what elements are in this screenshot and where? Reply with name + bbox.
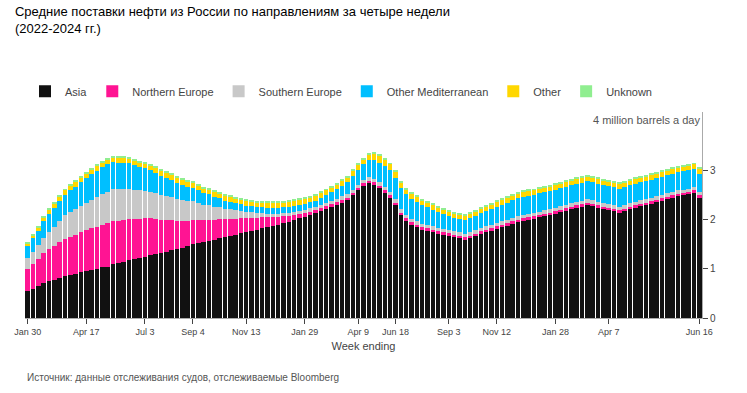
svg-text:Источник: данные отслеживания: Источник: данные отслеживания судов, отс… <box>27 372 339 383</box>
svg-text:2: 2 <box>710 214 716 225</box>
svg-text:3: 3 <box>710 165 716 176</box>
svg-text:Jan 30: Jan 30 <box>14 327 41 337</box>
svg-text:Apr 17: Apr 17 <box>73 327 100 337</box>
svg-text:1: 1 <box>710 263 716 274</box>
svg-text:Jan 29: Jan 29 <box>291 327 318 337</box>
svg-text:Средние поставки нефти из Росс: Средние поставки нефти из России по напр… <box>15 4 450 36</box>
svg-text:Jun 18: Jun 18 <box>382 327 409 337</box>
svg-text:Sep 4: Sep 4 <box>181 327 205 337</box>
svg-text:Nov 13: Nov 13 <box>232 327 261 337</box>
svg-text:0: 0 <box>710 313 716 324</box>
svg-text:Jul 3: Jul 3 <box>135 327 154 337</box>
svg-text:Southern Europe: Southern Europe <box>259 86 342 98</box>
svg-text:Other Mediterranean: Other Mediterranean <box>387 86 489 98</box>
svg-text:Unknown: Unknown <box>606 86 652 98</box>
svg-text:Apr 9: Apr 9 <box>347 327 369 337</box>
svg-text:Jan 28: Jan 28 <box>542 327 569 337</box>
svg-text:Week ending: Week ending <box>331 340 395 352</box>
svg-text:Asia: Asia <box>65 86 87 98</box>
svg-text:Sep 3: Sep 3 <box>437 327 461 337</box>
svg-text:Jun 16: Jun 16 <box>686 327 713 337</box>
svg-text:4 million barrels a day: 4 million barrels a day <box>593 114 700 126</box>
svg-text:Apr 7: Apr 7 <box>598 327 620 337</box>
svg-text:Other: Other <box>533 86 561 98</box>
svg-text:Nov 12: Nov 12 <box>483 327 512 337</box>
svg-text:Northern Europe: Northern Europe <box>132 86 213 98</box>
